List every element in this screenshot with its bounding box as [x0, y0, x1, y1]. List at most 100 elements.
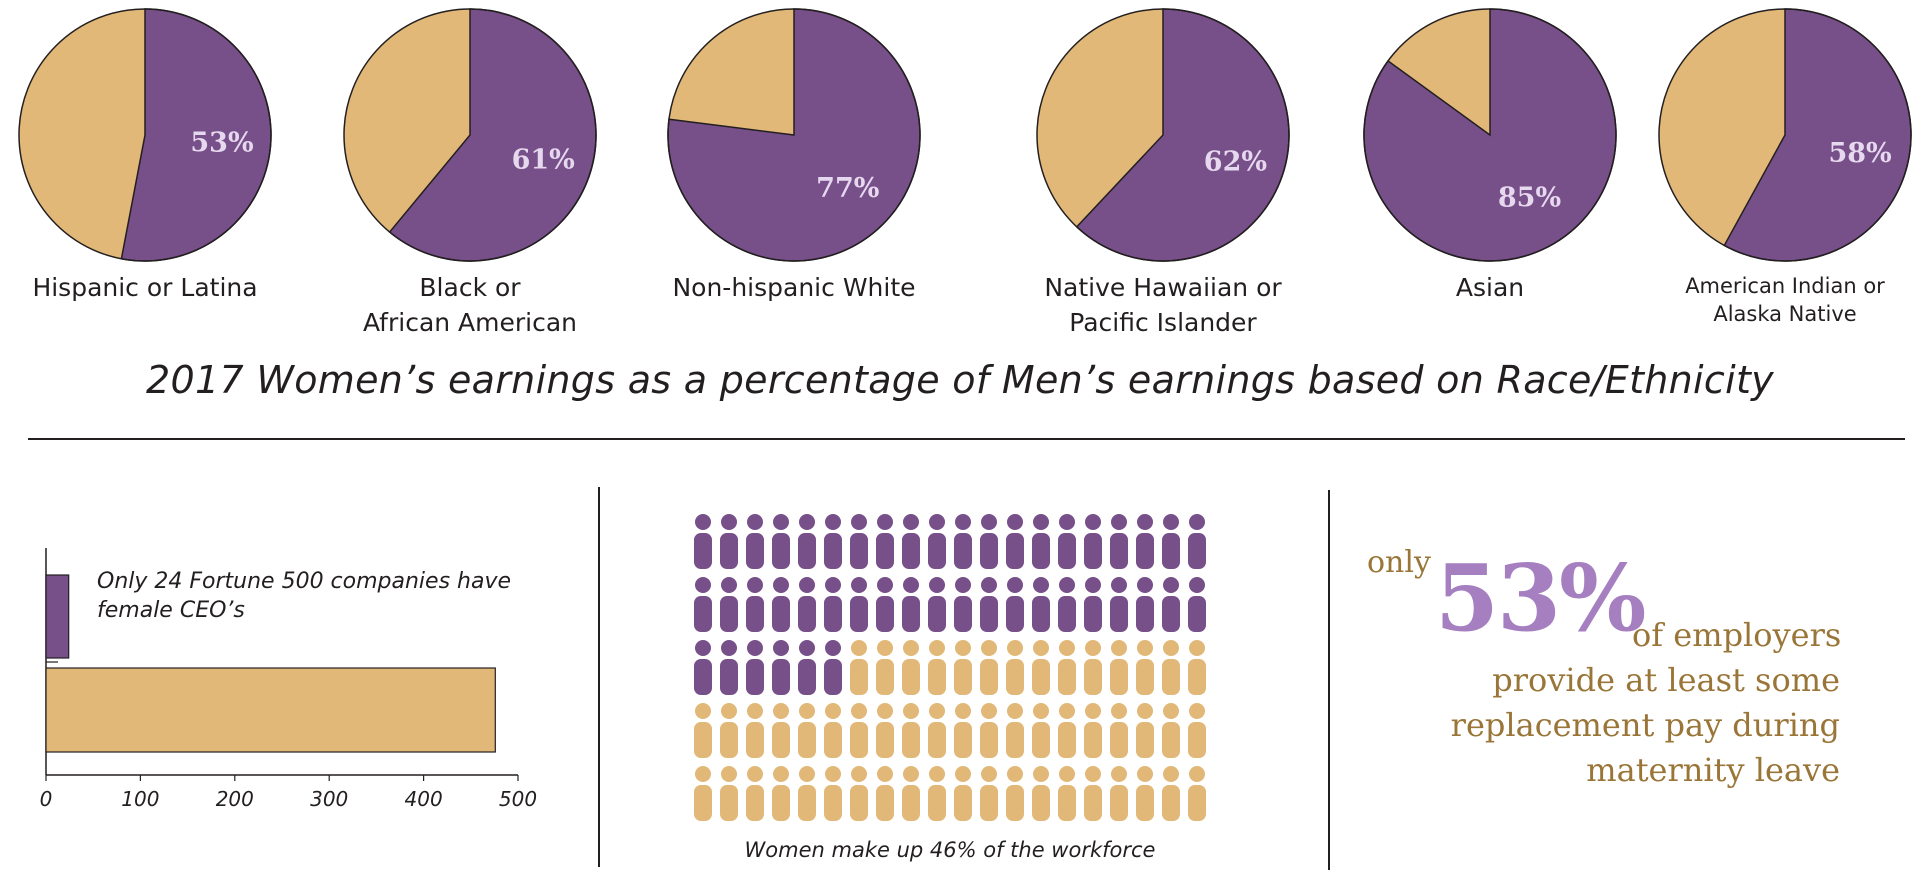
- person-body: [954, 596, 972, 632]
- person-body: [772, 596, 790, 632]
- pie-percent-label: 58%: [1828, 138, 1891, 169]
- person-head: [903, 703, 919, 719]
- person-icon: [772, 577, 790, 632]
- person-icon: [1162, 514, 1180, 569]
- bar-female-ceos: [45, 574, 70, 659]
- person-icon: [1032, 640, 1050, 695]
- person-body: [1032, 722, 1050, 758]
- person-icon: [824, 703, 842, 758]
- divider-horizontal: [28, 438, 1905, 440]
- person-body: [902, 722, 920, 758]
- person-head: [1163, 766, 1179, 782]
- person-icon: [902, 766, 920, 821]
- person-body: [1188, 722, 1206, 758]
- pie-chart: 77%: [667, 8, 921, 262]
- person-body: [1162, 533, 1180, 569]
- pie-outline: [18, 8, 272, 262]
- person-head: [1111, 577, 1127, 593]
- person-body: [1110, 659, 1128, 695]
- person-head: [747, 703, 763, 719]
- person-icon: [1162, 703, 1180, 758]
- person-body: [850, 785, 868, 821]
- person-icon: [720, 577, 738, 632]
- person-body: [1006, 533, 1024, 569]
- pie-percent-label: 85%: [1498, 183, 1561, 214]
- person-body: [1006, 659, 1024, 695]
- person-head: [695, 703, 711, 719]
- person-icon: [1084, 703, 1102, 758]
- person-head: [981, 640, 997, 656]
- person-icon: [876, 577, 894, 632]
- person-head: [1059, 514, 1075, 530]
- person-icon: [1084, 640, 1102, 695]
- person-icon: [1032, 703, 1050, 758]
- person-icon: [1136, 577, 1154, 632]
- divider-left: [598, 487, 600, 867]
- person-body: [1136, 533, 1154, 569]
- person-head: [955, 766, 971, 782]
- person-icon: [1058, 703, 1076, 758]
- person-head: [695, 514, 711, 530]
- person-body: [1032, 533, 1050, 569]
- person-icon: [1006, 514, 1024, 569]
- person-body: [720, 659, 738, 695]
- person-body: [1032, 785, 1050, 821]
- person-body: [902, 659, 920, 695]
- person-head: [721, 640, 737, 656]
- person-head: [929, 703, 945, 719]
- person-head: [1059, 766, 1075, 782]
- person-body: [1110, 785, 1128, 821]
- person-body: [850, 659, 868, 695]
- pie-category-label: Asian: [1390, 270, 1590, 305]
- pie-category-label: Black or African American: [305, 270, 635, 340]
- pie-category-label: Hispanic or Latina: [0, 270, 310, 305]
- person-head: [695, 640, 711, 656]
- person-body: [720, 785, 738, 821]
- person-icon: [746, 766, 764, 821]
- person-body: [1006, 596, 1024, 632]
- person-head: [981, 766, 997, 782]
- person-icon: [850, 577, 868, 632]
- person-body: [1032, 659, 1050, 695]
- person-icon: [1188, 640, 1206, 695]
- person-icon: [1162, 640, 1180, 695]
- workforce-caption: Women make up 46% of the workforce: [744, 838, 1156, 862]
- workforce-pictogram: [694, 514, 1206, 821]
- person-head: [1111, 640, 1127, 656]
- person-head: [747, 766, 763, 782]
- person-head: [877, 766, 893, 782]
- person-body: [1110, 722, 1128, 758]
- person-icon: [1058, 514, 1076, 569]
- pie-category-label: Non-hispanic White: [634, 270, 954, 305]
- person-head: [825, 703, 841, 719]
- person-icon: [850, 766, 868, 821]
- person-icon: [850, 640, 868, 695]
- person-body: [1162, 596, 1180, 632]
- person-head: [1163, 577, 1179, 593]
- person-head: [851, 514, 867, 530]
- person-body: [954, 659, 972, 695]
- person-body: [850, 722, 868, 758]
- person-head: [721, 514, 737, 530]
- person-body: [954, 533, 972, 569]
- person-body: [876, 659, 894, 695]
- person-head: [1111, 514, 1127, 530]
- person-body: [1058, 722, 1076, 758]
- person-head: [903, 577, 919, 593]
- person-head: [721, 766, 737, 782]
- person-body: [1162, 785, 1180, 821]
- person-body: [1162, 659, 1180, 695]
- person-body: [876, 722, 894, 758]
- person-head: [1163, 640, 1179, 656]
- person-head: [1085, 514, 1101, 530]
- person-body: [720, 722, 738, 758]
- person-head: [929, 640, 945, 656]
- person-body: [694, 533, 712, 569]
- person-head: [903, 514, 919, 530]
- person-icon: [824, 514, 842, 569]
- pie-label-line: Pacific Islander: [1069, 308, 1257, 337]
- person-icon: [798, 703, 816, 758]
- person-icon: [902, 703, 920, 758]
- person-body: [954, 785, 972, 821]
- pie-label-line: Hispanic or Latina: [32, 273, 258, 302]
